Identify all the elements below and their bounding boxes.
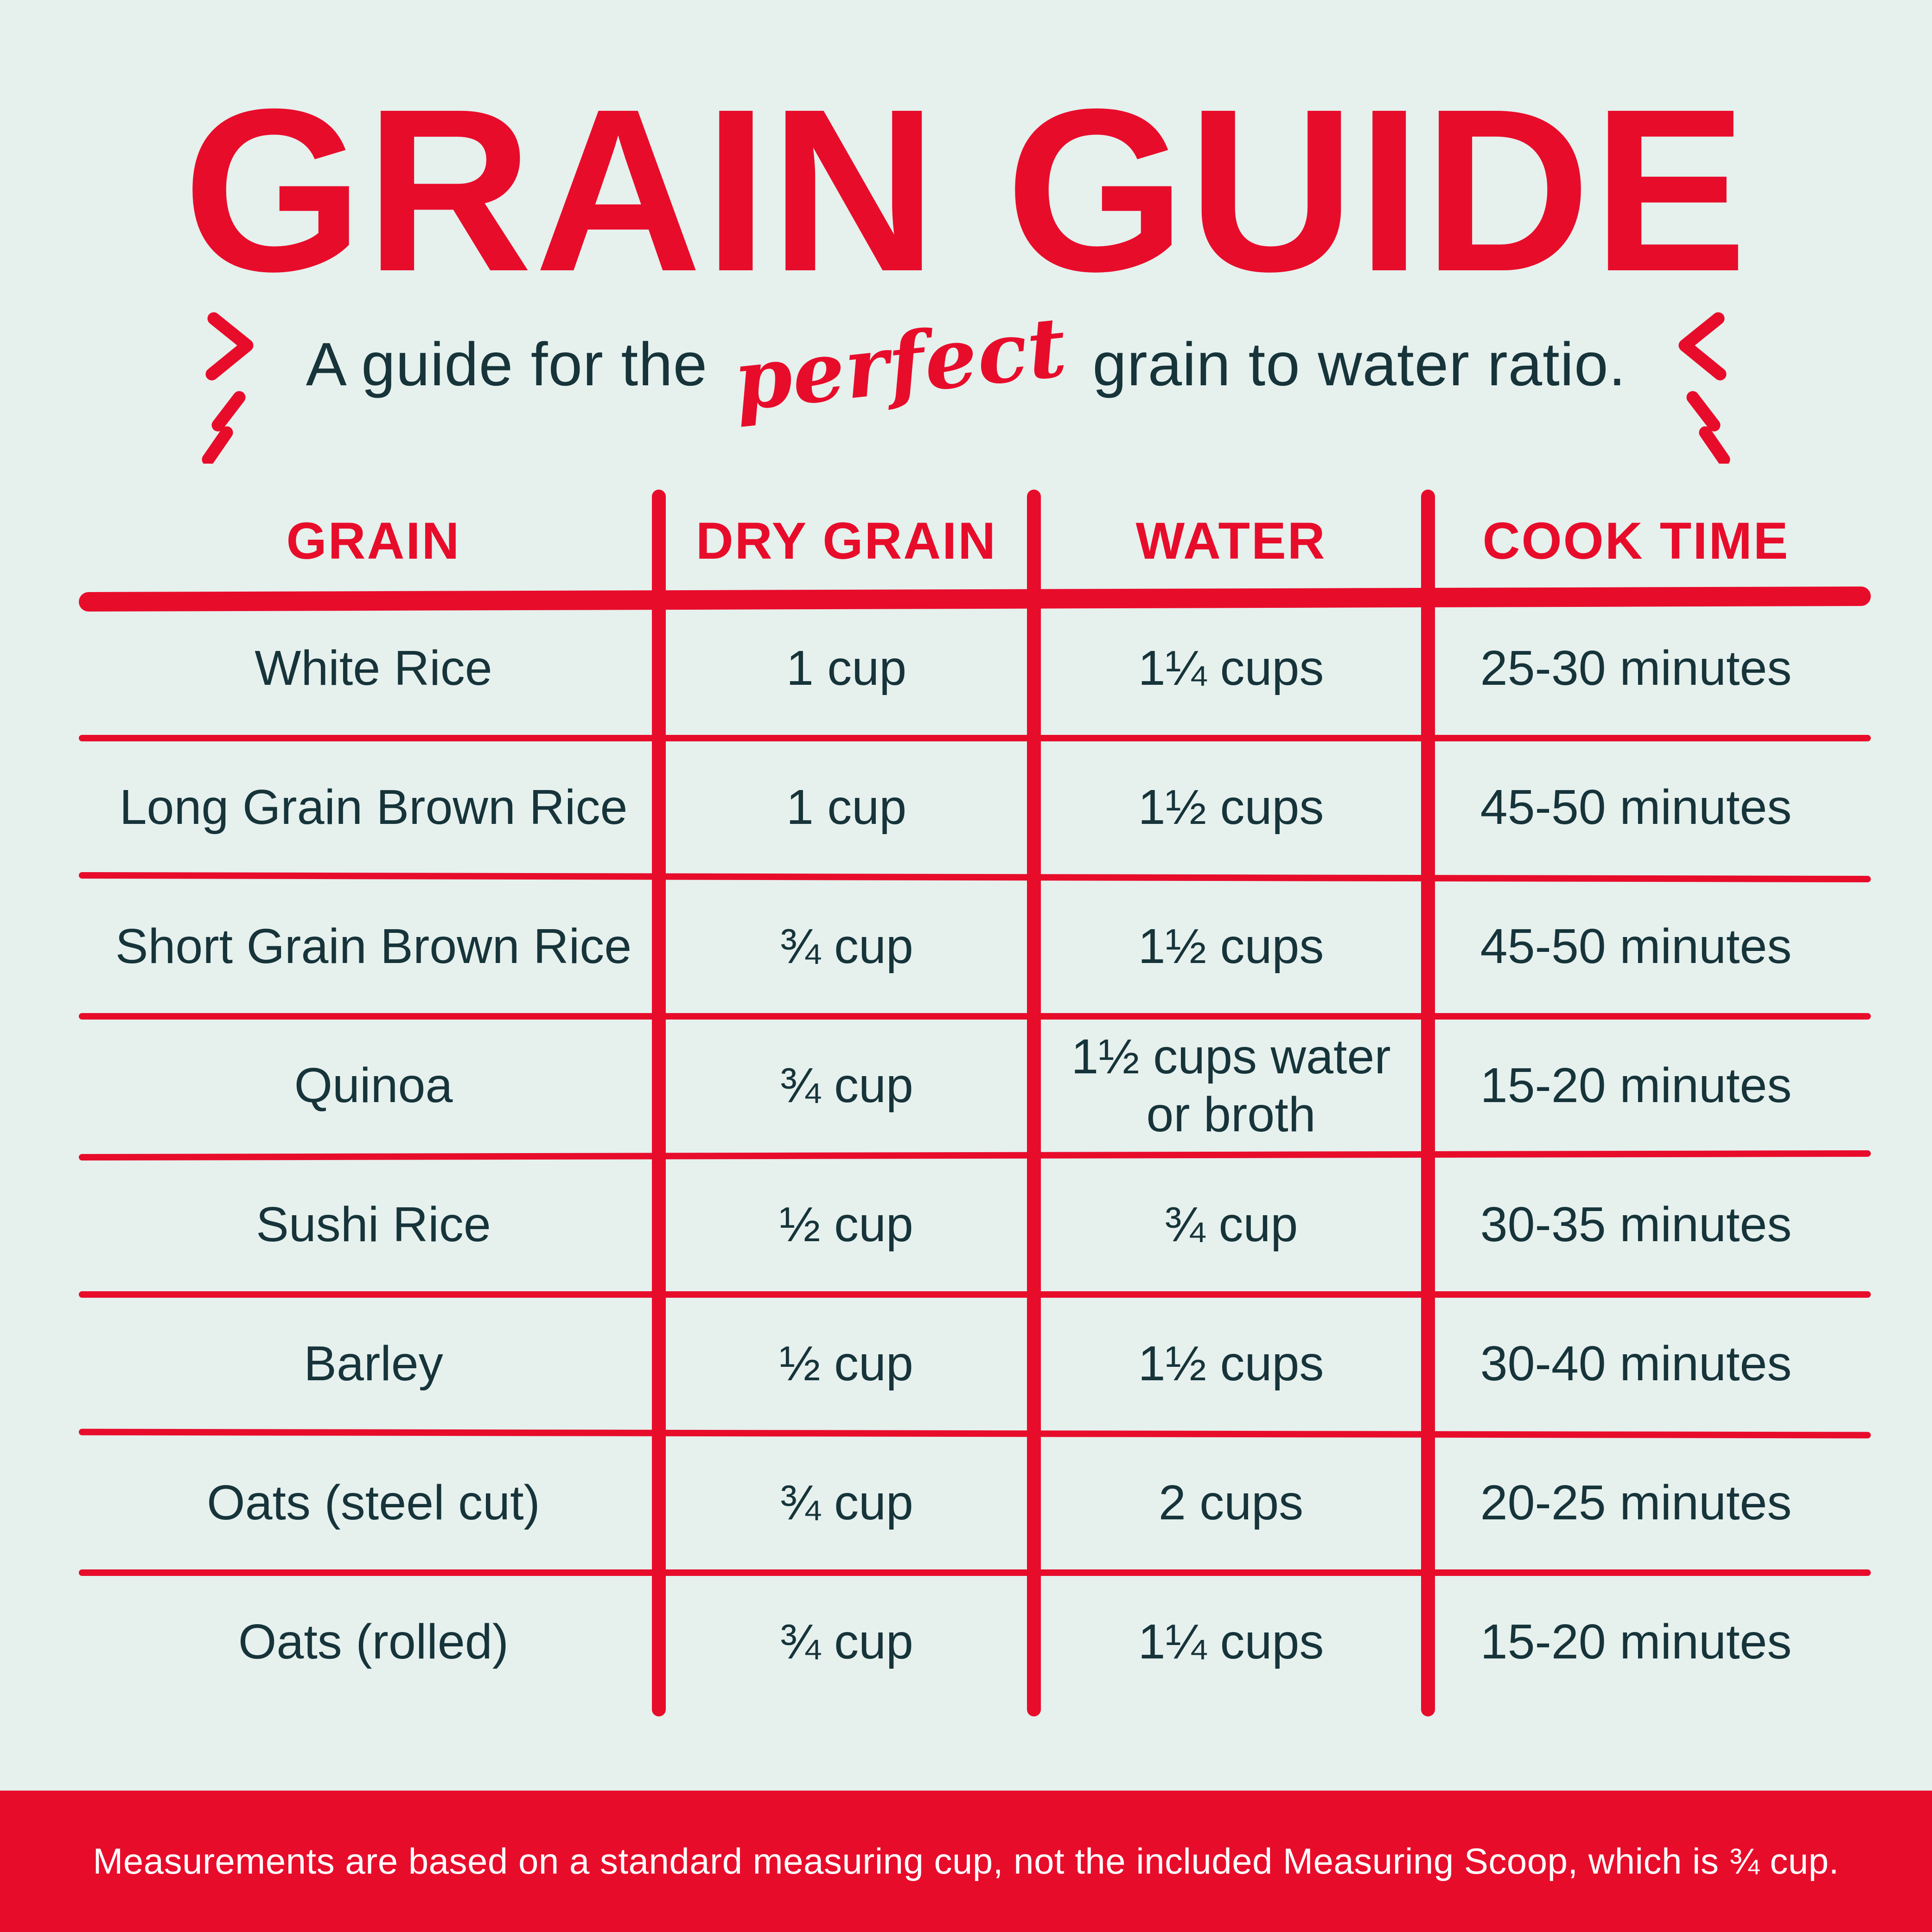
column-divider <box>1027 490 1041 1716</box>
table-cell: 1¼ cups <box>1138 1614 1324 1670</box>
table-cell: 1½ cups <box>1138 919 1324 974</box>
table-cell: ½ cup <box>779 1336 913 1391</box>
table-cell: Quinoa <box>294 1058 453 1113</box>
table-cell: Short Grain Brown Rice <box>115 919 632 974</box>
footer-bar: Measurements are based on a standard mea… <box>0 1791 1932 1932</box>
table-cell: ¾ cup <box>779 919 913 974</box>
table-cell: ¾ cup <box>779 1614 913 1670</box>
column-divider <box>652 490 666 1716</box>
grain-table: GRAIN DRY GRAIN WATER COOK TIME White Ri… <box>78 482 1871 1716</box>
column-header-grain: GRAIN <box>286 511 461 570</box>
table-cell: 45-50 minutes <box>1480 780 1792 835</box>
table-cell: Oats (rolled) <box>238 1614 509 1670</box>
table-cell: 20-25 minutes <box>1480 1475 1792 1530</box>
subtitle-highlight: perfect <box>729 298 1071 430</box>
table-cell: 1½ cups <box>1138 1336 1324 1391</box>
table-cell: ¾ cup <box>1164 1197 1298 1252</box>
row-divider <box>79 1291 1871 1298</box>
subtitle-pre: A guide for the <box>306 330 708 398</box>
subtitle-post: grain to water ratio. <box>1092 330 1626 398</box>
row-divider <box>79 1013 1871 1020</box>
table-cell: White Rice <box>255 641 492 696</box>
table-cell: Long Grain Brown Rice <box>119 780 628 835</box>
table-cell: 45-50 minutes <box>1480 919 1792 974</box>
table-cell: 2 cups <box>1158 1475 1304 1530</box>
column-header-water: WATER <box>1135 511 1326 570</box>
table-cell: 15-20 minutes <box>1480 1614 1792 1670</box>
table-cell: ¾ cup <box>779 1058 913 1113</box>
column-header-dry-grain: DRY GRAIN <box>695 511 997 570</box>
table-cell: 30-35 minutes <box>1480 1197 1792 1252</box>
table-cell: 30-40 minutes <box>1480 1336 1792 1391</box>
table-cell: Oats (steel cut) <box>207 1475 540 1530</box>
table-cell: Barley <box>304 1336 443 1391</box>
emphasis-dashes-left-icon <box>202 312 254 464</box>
column-header-cook-time: COOK TIME <box>1482 511 1790 570</box>
table-cell: 1½ cups water or broth <box>1071 1029 1391 1142</box>
subtitle: A guide for the perfect grain to water r… <box>0 297 1932 464</box>
table-cell: 1½ cups <box>1138 780 1324 835</box>
table-cell: 1¼ cups <box>1138 641 1324 696</box>
table-cell: Sushi Rice <box>256 1197 491 1252</box>
table-cell: ½ cup <box>779 1197 913 1252</box>
row-divider <box>79 1569 1871 1576</box>
table-cell: 15-20 minutes <box>1480 1058 1792 1113</box>
table-cell: ¾ cup <box>779 1475 913 1530</box>
table-cell: 25-30 minutes <box>1480 641 1792 696</box>
subtitle-text: A guide for the perfect grain to water r… <box>306 297 1626 429</box>
row-divider <box>79 735 1871 741</box>
column-divider <box>1421 490 1435 1716</box>
footer-note: Measurements are based on a standard mea… <box>93 1841 1839 1881</box>
page-title: GRAIN GUIDE <box>183 60 1749 319</box>
emphasis-dashes-right-icon <box>1678 312 1730 464</box>
table-cell: 1 cup <box>786 780 907 835</box>
table-cell: 1 cup <box>786 641 907 696</box>
